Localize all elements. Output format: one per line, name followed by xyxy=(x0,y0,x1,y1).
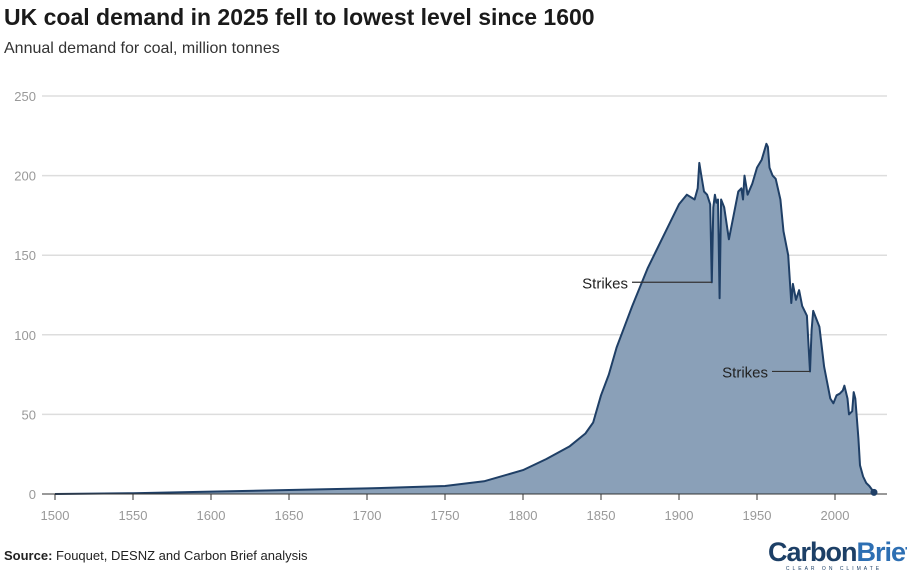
logo-part2: Brief xyxy=(856,537,907,567)
y-tick-label: 50 xyxy=(22,407,36,422)
chart-subtitle: Annual demand for coal, million tonnes xyxy=(4,40,280,57)
x-tick-label: 1600 xyxy=(197,508,226,523)
logo-tagline: CLEAR ON CLIMATE xyxy=(785,566,883,572)
latest-point-marker xyxy=(870,488,878,496)
annotation-strikes: Strikes xyxy=(722,364,768,381)
chart: 0 50 100 150 200 250 1500 1550 1600 1650 1700 1750 1… xyxy=(14,89,887,523)
chart-title: UK coal demand in 2025 fell to lowest le… xyxy=(4,4,595,30)
x-tick-label: 1650 xyxy=(275,508,304,523)
y-tick-label: 0 xyxy=(29,487,36,502)
series-line xyxy=(54,142,875,495)
x-tick-label: 1500 xyxy=(41,508,70,523)
x-tick-label: 1850 xyxy=(587,508,616,523)
x-tick-label: 1750 xyxy=(431,508,460,523)
y-tick-label: 250 xyxy=(14,89,36,104)
source-label: Source: xyxy=(4,548,53,563)
x-tick-label: 1950 xyxy=(743,508,772,523)
y-tick-label: 200 xyxy=(14,169,36,184)
x-tick-label: 1550 xyxy=(119,508,148,523)
y-tick-label: 150 xyxy=(14,248,36,263)
source-note: Source: Fouquet, DESNZ and Carbon Brief … xyxy=(4,548,308,563)
y-tick-label: 100 xyxy=(14,328,36,343)
x-tick-label: 1800 xyxy=(509,508,538,523)
x-tick-label: 2000 xyxy=(821,508,850,523)
area-fill xyxy=(55,143,874,495)
logo-part1: Carbon xyxy=(768,537,857,567)
x-tick-label: 1700 xyxy=(353,508,382,523)
annotation-strikes: Strikes xyxy=(582,275,628,292)
x-tick-label: 1900 xyxy=(665,508,694,523)
source-text: Fouquet, DESNZ and Carbon Brief analysis xyxy=(56,548,308,563)
